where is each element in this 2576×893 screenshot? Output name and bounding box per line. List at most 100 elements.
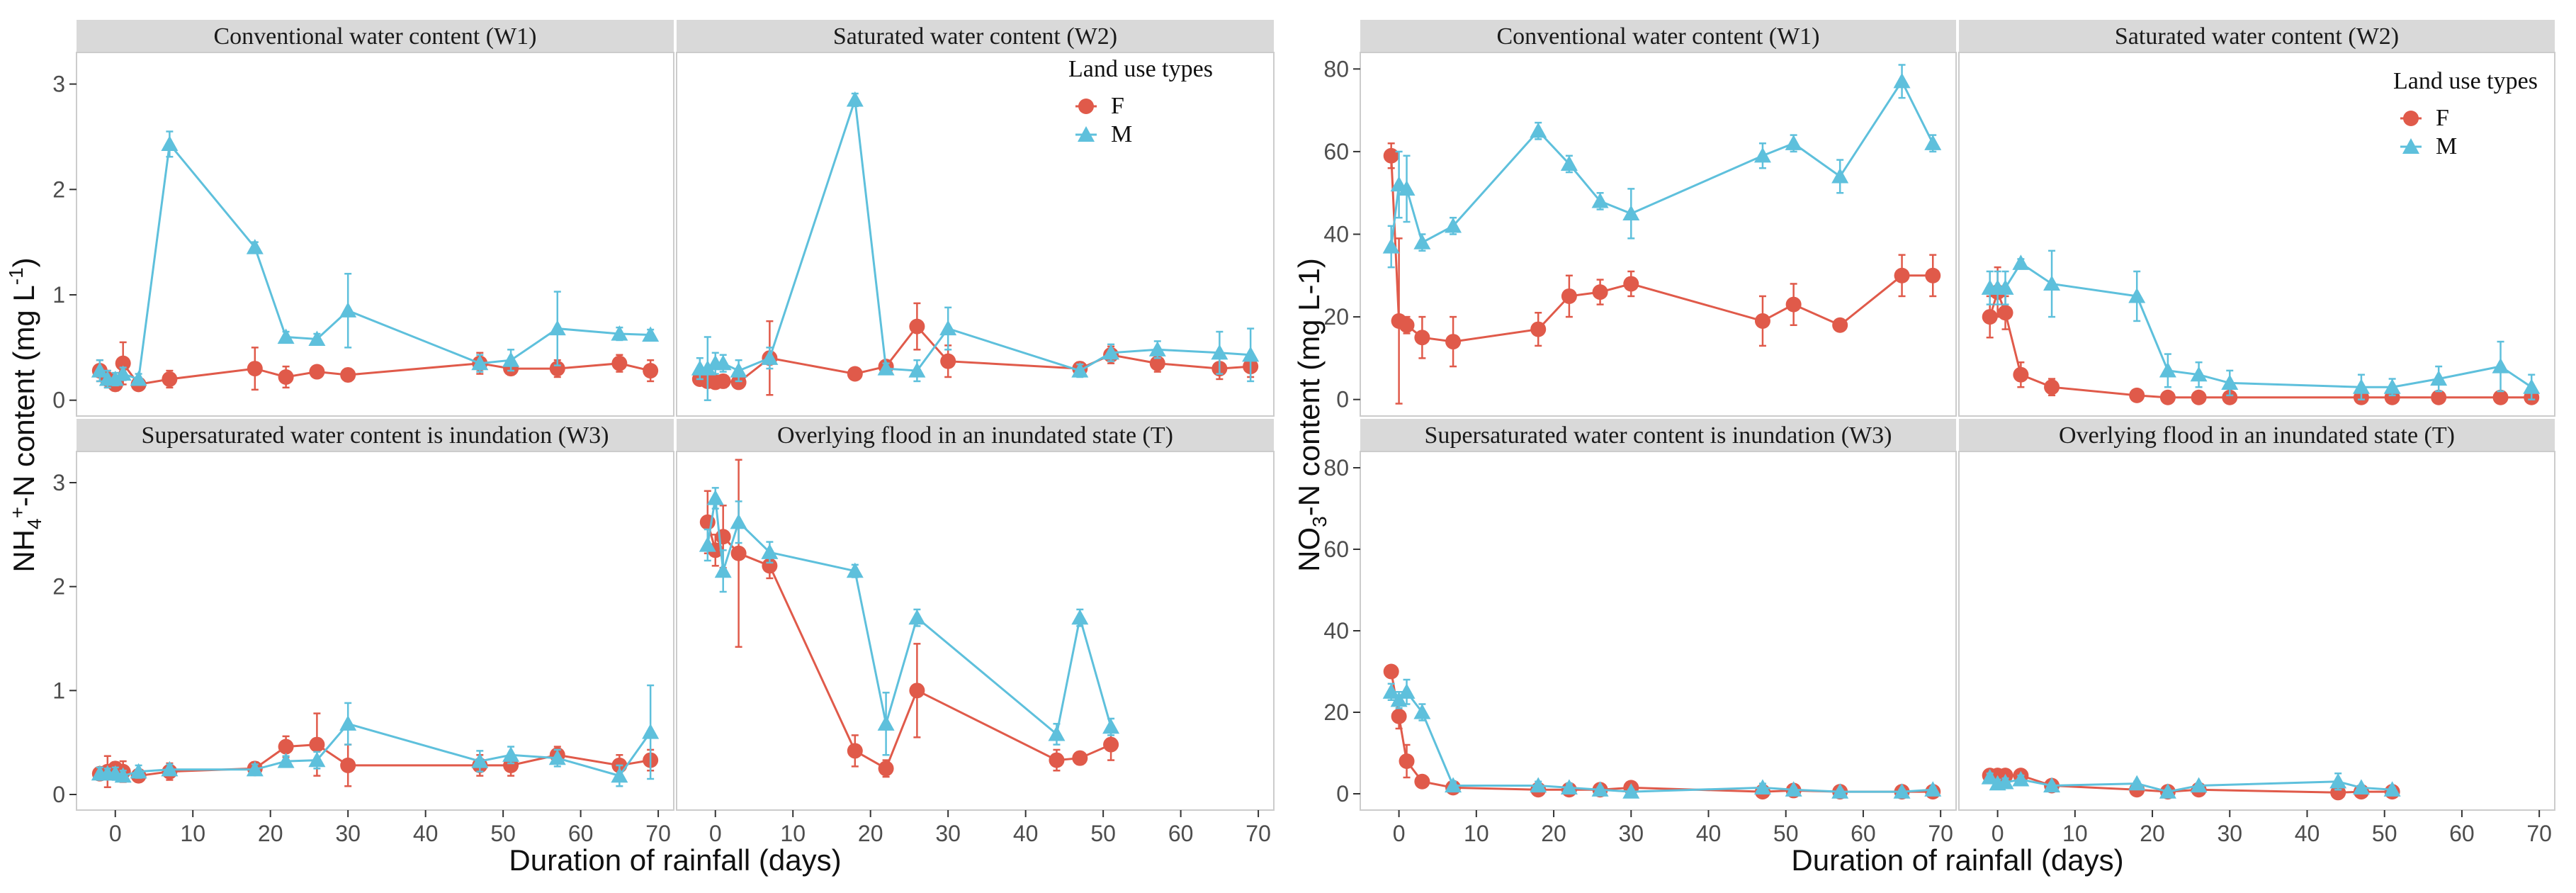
data-point-F [278,369,294,385]
data-point-F [2013,366,2029,383]
data-point-M [161,760,179,777]
panel-strip [1959,419,2555,451]
data-point-M [1530,122,1547,138]
panel: Overlying flood in an inundated state (T… [676,419,1275,846]
legend-item-label: F [1111,93,1124,119]
data-point-M [471,753,489,768]
data-point-M [1071,609,1089,625]
y-tick-label: 3 [52,470,65,495]
data-point-F [909,683,925,699]
data-point-M [1924,135,1942,150]
data-point-M [877,715,895,731]
y-tick-label: 3 [52,72,65,97]
data-point-F [715,373,731,389]
data-point-M [1071,362,1089,378]
data-point-M [339,302,357,318]
no3-chart: Conventional water content (W1) 0 20 40 60 80… [1292,20,2555,877]
data-point-F [1561,288,1577,304]
data-point-F [1445,334,1462,350]
data-point-M [1996,773,2014,790]
data-point-M [2430,370,2448,386]
data-point-F [2330,785,2346,801]
data-point-F [1832,317,1848,333]
data-point-F [1894,267,1910,283]
y-tick-label: 20 [1323,700,1349,725]
y-title-rest: -N content (mg L [7,285,40,507]
data-point-F [1592,284,1608,301]
x-tick-label: 30 [935,821,961,846]
data-point-M [908,609,926,625]
data-point-F [1383,663,1399,680]
panel: Conventional water content (W1) 0 20 40 60 80 [1323,20,1957,417]
y-title-close: ) [7,257,40,267]
x-tick-label: 10 [180,821,205,846]
data-point-M [1382,683,1400,699]
panel-strip [1360,20,1956,52]
plot-area [676,451,1275,811]
legend-marker-F [1078,99,1094,114]
y-title-unit-sup: -1 [5,267,27,285]
legend-marker-M [2402,138,2419,154]
legend-item-label: M [1111,121,1132,147]
y-tick-label: 1 [52,282,65,308]
legend-item-label: F [2436,105,2449,131]
data-point-M [308,330,326,347]
y-tick-label: 60 [1323,537,1349,562]
data-point-M [114,365,132,381]
data-point-M [2043,275,2061,291]
data-point-M [1242,346,1260,362]
data-point-M [1622,205,1640,220]
legend-title: Land use types [2393,68,2538,94]
data-point-M [908,362,926,378]
data-point-F [2129,387,2145,403]
legend: Land use types FM [1068,56,1213,147]
data-point-M [1445,217,1462,233]
panel: Conventional water content (W1) 0 1 2 3 [52,20,674,417]
data-point-F [1623,276,1639,292]
x-tick-label: 70 [2526,821,2552,846]
series-line [1989,262,2533,388]
data-point-M [1560,779,1578,794]
data-point-F [1530,321,1547,337]
y-tick-label: 40 [1323,222,1349,247]
data-point-F [1049,752,1065,768]
x-tick-label: 50 [490,821,516,846]
data-point-M [1398,683,1416,699]
data-point-F [2044,379,2060,395]
plot-area [76,52,674,417]
data-point-F [340,367,356,383]
data-point-M [246,760,264,777]
series-F [1982,266,2540,405]
nh4-chart: Conventional water content (W1) 0 1 2 3 Satur… [5,20,1275,877]
data-point-M [642,326,660,342]
data-point-M [1622,783,1640,799]
legend-title: Land use types [1068,56,1213,82]
x-tick-label: 40 [413,821,439,846]
data-point-M [1048,725,1066,741]
x-tick-label: 0 [1992,821,2004,846]
data-point-M [1560,155,1578,171]
plot-area [1958,52,2555,417]
data-point-F [2191,389,2207,405]
y-tick-label: 0 [52,782,65,807]
x-tick-label: 50 [2372,821,2397,846]
x-tick-label: 10 [780,821,806,846]
x-tick-label: 0 [709,821,722,846]
data-point-M [1148,341,1166,356]
data-point-M [611,767,628,783]
series-F [1383,142,1941,405]
x-tick-label: 40 [1013,821,1039,846]
panel: Overlying flood in an inundated state (T… [1958,419,2555,846]
y-tick-label: 80 [1323,56,1349,82]
data-point-M [699,537,716,552]
y-tick-label: 2 [52,574,65,600]
x-tick-label: 60 [1168,821,1194,846]
panel-strip [1360,419,1956,451]
data-point-F [1414,773,1430,790]
panel: Saturated water content (W2) Land use typ… [1958,20,2555,417]
panel-strip [1959,20,2555,52]
y-axis-title: NH4+-N content (mg L-1) [5,257,45,572]
series-M [1382,678,1942,799]
data-point-M [2190,366,2208,382]
data-point-F [309,736,325,753]
